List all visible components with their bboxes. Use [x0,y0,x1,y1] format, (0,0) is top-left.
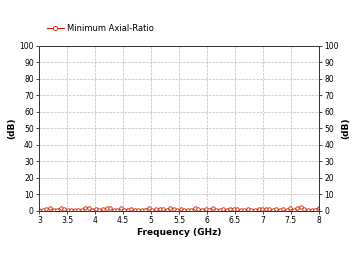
Minimum Axial-Ratio [288,207,292,210]
Minimum Axial-Ratio [207,208,211,211]
Minimum Axial-Ratio [150,209,155,212]
Y-axis label: (dB): (dB) [8,118,16,139]
Legend: Minimum Axial-Ratio: Minimum Axial-Ratio [44,20,157,36]
X-axis label: Frequency (GHz): Frequency (GHz) [137,228,221,237]
Line: Minimum Axial-Ratio: Minimum Axial-Ratio [38,205,320,212]
Minimum Axial-Ratio [299,205,303,208]
Minimum Axial-Ratio [316,206,321,209]
Y-axis label: (dB): (dB) [342,118,350,139]
Minimum Axial-Ratio [37,208,42,211]
Minimum Axial-Ratio [232,208,236,211]
Minimum Axial-Ratio [164,209,169,212]
Minimum Axial-Ratio [221,208,225,211]
Minimum Axial-Ratio [211,207,215,210]
